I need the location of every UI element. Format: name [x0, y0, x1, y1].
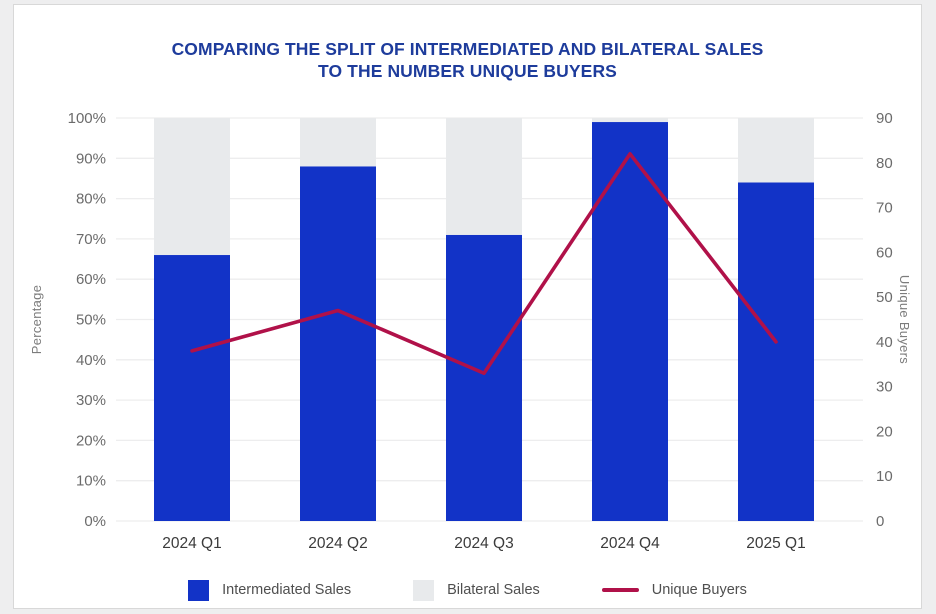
left-axis-tick-label: 60%	[76, 271, 106, 288]
bar-segment-bilateral-sales-2024-q2	[300, 118, 376, 167]
right-axis-tick-label: 10	[876, 468, 893, 485]
left-axis-tick-label: 70%	[76, 231, 106, 248]
bar-segment-intermediated-sales-2024-q3	[446, 234, 522, 521]
left-axis-tick-label: 100%	[68, 110, 106, 127]
right-axis-tick-label: 70	[876, 200, 893, 217]
left-axis-title: Percentage	[29, 285, 44, 355]
bar-segment-bilateral-sales-2024-q3	[446, 118, 522, 235]
left-axis-tick-label: 30%	[76, 392, 106, 409]
legend-item-intermediated-sales: Intermediated Sales	[188, 579, 352, 601]
bar-segment-intermediated-sales-2024-q4	[592, 122, 668, 521]
unique-buyers-line	[190, 152, 778, 376]
x-axis-label-2025-q1: 2025 Q1	[746, 535, 805, 552]
x-axis-label-2024-q2: 2024 Q2	[308, 535, 367, 552]
bilateral-sales-legend-swatch	[413, 579, 435, 601]
right-axis-tick-label: 30	[876, 379, 893, 396]
bar-segment-bilateral-sales-2024-q4	[592, 118, 668, 123]
right-axis-tick-label: 0	[876, 513, 884, 530]
chart-title-line-2: TO THE NUMBER UNIQUE BUYERS	[318, 61, 617, 81]
x-axis-label-2024-q1: 2024 Q1	[162, 535, 221, 552]
intermediated-sales-legend-swatch	[188, 579, 210, 601]
legend-label-bilateral-sales: Bilateral Sales	[447, 582, 540, 598]
right-axis-tick-label: 60	[876, 244, 893, 261]
left-axis-tick-label: 80%	[76, 191, 106, 208]
x-axis-label-2024-q4: 2024 Q4	[600, 535, 660, 552]
left-axis-tick-label: 0%	[84, 513, 106, 530]
chart-card: COMPARING THE SPLIT OF INTERMEDIATED AND…	[13, 4, 922, 609]
chart-legend: Intermediated Sales Bilateral Sales Unique…	[14, 575, 921, 605]
bar-segment-intermediated-sales-2025-q1	[738, 182, 814, 522]
combo-chart: 0% 10% 20% 30% 40% 50% 60% 70% 80% 90% 100% 0 10 20 30…	[29, 110, 912, 552]
legend-item-unique-buyers: Unique Buyers	[601, 582, 747, 598]
right-axis-tick-label: 90	[876, 110, 893, 127]
chart-title-line-1: COMPARING THE SPLIT OF INTERMEDIATED AND…	[171, 39, 764, 59]
legend-label-intermediated-sales: Intermediated Sales	[222, 582, 352, 598]
right-axis-title: Unique Buyers	[897, 275, 912, 364]
x-axis-label-2024-q3: 2024 Q3	[454, 535, 513, 552]
right-axis-tick-label: 50	[876, 289, 893, 306]
bar-segment-intermediated-sales-2024-q2	[300, 166, 376, 522]
right-axis-tick-label: 40	[876, 334, 893, 351]
unique-buyers-legend-swatch	[601, 588, 639, 592]
chart-title: COMPARING THE SPLIT OF INTERMEDIATED AND…	[14, 38, 921, 82]
left-axis-tick-label: 40%	[76, 352, 106, 369]
bar-segment-bilateral-sales-2025-q1	[738, 118, 814, 183]
left-axis-tick-label: 10%	[76, 473, 106, 490]
legend-item-bilateral-sales: Bilateral Sales	[413, 579, 540, 601]
left-axis-tick-label: 50%	[76, 312, 106, 329]
bar-segment-bilateral-sales-2024-q1	[154, 118, 230, 256]
left-axis-tick-label: 90%	[76, 150, 106, 167]
legend-label-unique-buyers: Unique Buyers	[651, 582, 747, 598]
left-axis-tick-label: 20%	[76, 432, 106, 449]
right-axis-tick-label: 80	[876, 155, 893, 172]
bar-segment-intermediated-sales-2024-q1	[154, 255, 230, 521]
right-axis-tick-label: 20	[876, 423, 893, 440]
